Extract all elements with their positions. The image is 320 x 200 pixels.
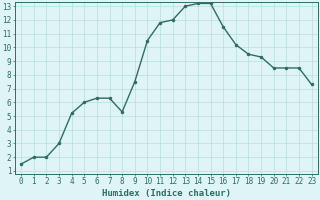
X-axis label: Humidex (Indice chaleur): Humidex (Indice chaleur) [102, 189, 231, 198]
